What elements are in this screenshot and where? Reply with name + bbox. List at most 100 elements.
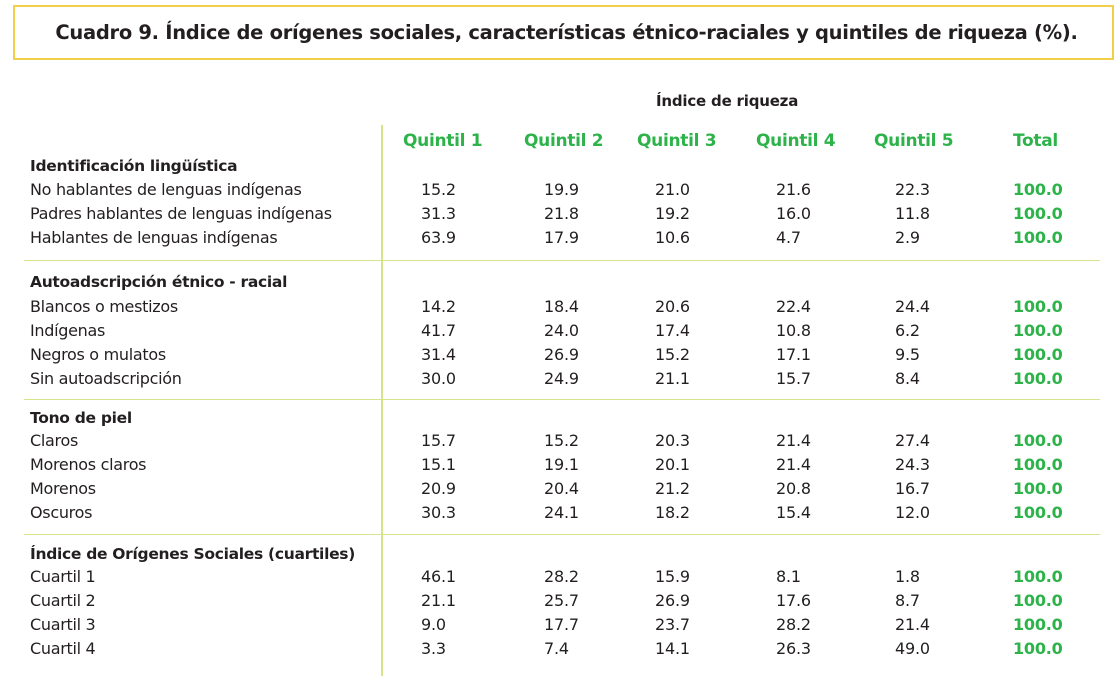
row-label: Cuartil 1 [30,567,96,586]
value-cell: 63.9 [421,228,456,247]
value-cell: 8.4 [895,369,920,388]
value-cell: 23.7 [655,615,690,634]
table-title: Cuadro 9. Índice de orígenes sociales, c… [55,21,1078,44]
table-row: Hablantes de lenguas indígenas 63.9 17.9 10… [0,228,1120,252]
value-cell: 3.3 [421,639,446,658]
value-cell: 21.4 [776,431,811,450]
section-divider [24,399,1100,400]
value-cell: 24.3 [895,455,930,474]
row-label: Blancos o mestizos [30,297,178,316]
section-divider [24,534,1100,535]
table-row: Claros 15.7 15.2 20.3 21.4 27.4 100.0 [0,431,1120,455]
total-cell: 100.0 [1013,567,1063,586]
row-label: No hablantes de lenguas indígenas [30,180,302,199]
row-label: Morenos claros [30,455,147,474]
value-cell: 21.4 [776,455,811,474]
value-cell: 10.8 [776,321,811,340]
value-cell: 11.8 [895,204,930,223]
value-cell: 17.9 [544,228,579,247]
value-cell: 21.1 [421,591,456,610]
value-cell: 8.7 [895,591,920,610]
value-cell: 30.3 [421,503,456,522]
table-row: Indígenas 41.7 24.0 17.4 10.8 6.2 100.0 [0,321,1120,345]
value-cell: 21.4 [895,615,930,634]
value-cell: 12.0 [895,503,930,522]
row-label: Padres hablantes de lenguas indígenas [30,204,332,223]
section-title: Tono de piel [30,409,132,427]
table-row: Cuartil 1 46.1 28.2 15.9 8.1 1.8 100.0 [0,567,1120,591]
row-label: Cuartil 4 [30,639,96,658]
value-cell: 20.6 [655,297,690,316]
row-label: Morenos [30,479,96,498]
column-header-quintil-5: Quintil 5 [874,131,954,151]
total-cell: 100.0 [1013,503,1063,522]
value-cell: 15.2 [655,345,690,364]
value-cell: 28.2 [544,567,579,586]
table-row: Padres hablantes de lenguas indígenas 31.… [0,204,1120,228]
section-divider [24,260,1100,261]
total-cell: 100.0 [1013,297,1063,316]
value-cell: 15.4 [776,503,811,522]
value-cell: 21.0 [655,180,690,199]
section-title: Autoadscripción étnico - racial [30,273,288,291]
value-cell: 20.3 [655,431,690,450]
value-cell: 7.4 [544,639,569,658]
value-cell: 26.9 [544,345,579,364]
value-cell: 22.3 [895,180,930,199]
value-cell: 17.1 [776,345,811,364]
total-cell: 100.0 [1013,455,1063,474]
section-title: Índice de Orígenes Sociales (cuartiles) [30,545,356,563]
table-row: Oscuros 30.3 24.1 18.2 15.4 12.0 100.0 [0,503,1120,527]
value-cell: 16.0 [776,204,811,223]
value-cell: 27.4 [895,431,930,450]
row-label: Cuartil 3 [30,615,96,634]
table-row: No hablantes de lenguas indígenas 15.2 19.… [0,180,1120,204]
value-cell: 24.0 [544,321,579,340]
column-header-quintil-2: Quintil 2 [524,131,604,151]
value-cell: 49.0 [895,639,930,658]
total-cell: 100.0 [1013,204,1063,223]
row-label: Hablantes de lenguas indígenas [30,228,278,247]
value-cell: 20.8 [776,479,811,498]
value-cell: 15.9 [655,567,690,586]
row-label: Negros o mulatos [30,345,166,364]
value-cell: 31.4 [421,345,456,364]
column-header-quintil-1: Quintil 1 [403,131,483,151]
total-cell: 100.0 [1013,228,1063,247]
column-header-quintil-4: Quintil 4 [756,131,836,151]
table-row: Blancos o mestizos 14.2 18.4 20.6 22.4 24.4 10… [0,297,1120,321]
value-cell: 8.1 [776,567,801,586]
row-label: Cuartil 2 [30,591,96,610]
total-cell: 100.0 [1013,431,1063,450]
row-label: Indígenas [30,321,106,340]
value-cell: 9.5 [895,345,920,364]
value-cell: 46.1 [421,567,456,586]
row-label: Claros [30,431,78,450]
total-cell: 100.0 [1013,369,1063,388]
row-label: Sin autoadscripción [30,369,182,388]
table-row: Cuartil 2 21.1 25.7 26.9 17.6 8.7 100.0 [0,591,1120,615]
total-cell: 100.0 [1013,345,1063,364]
value-cell: 24.1 [544,503,579,522]
table-title-frame: Cuadro 9. Índice de orígenes sociales, c… [13,5,1114,60]
table-row: Cuartil 4 3.3 7.4 14.1 26.3 49.0 100.0 [0,639,1120,663]
value-cell: 15.7 [421,431,456,450]
value-cell: 1.8 [895,567,920,586]
value-cell: 6.2 [895,321,920,340]
value-cell: 14.1 [655,639,690,658]
total-cell: 100.0 [1013,321,1063,340]
group-header-riqueza: Índice de riqueza [656,92,799,110]
total-cell: 100.0 [1013,479,1063,498]
value-cell: 18.4 [544,297,579,316]
value-cell: 10.6 [655,228,690,247]
value-cell: 9.0 [421,615,446,634]
value-cell: 21.1 [655,369,690,388]
column-header-total: Total [1013,131,1058,151]
total-cell: 100.0 [1013,591,1063,610]
total-cell: 100.0 [1013,639,1063,658]
table-row: Cuartil 3 9.0 17.7 23.7 28.2 21.4 100.0 [0,615,1120,639]
value-cell: 22.4 [776,297,811,316]
value-cell: 21.6 [776,180,811,199]
value-cell: 2.9 [895,228,920,247]
section-title: Identificación lingüística [30,157,238,175]
